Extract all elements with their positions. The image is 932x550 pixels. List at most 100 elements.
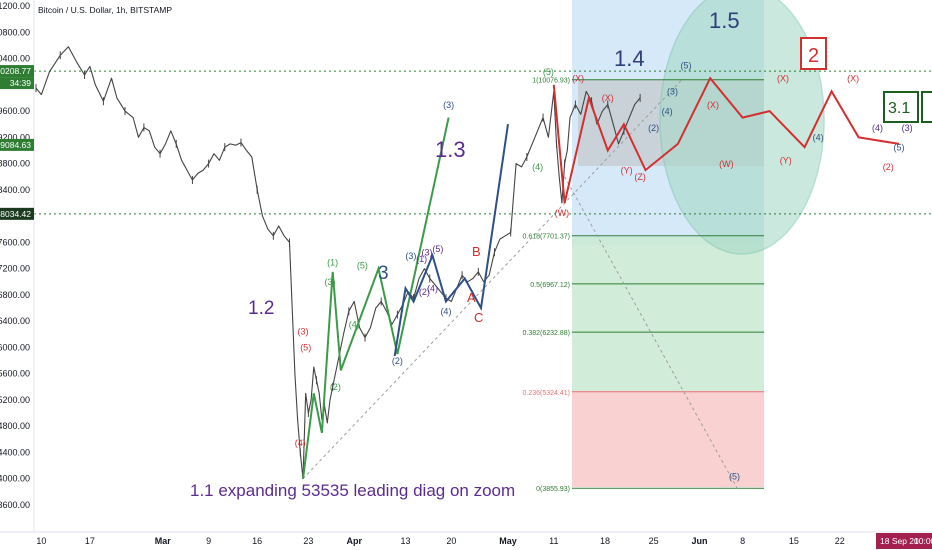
price-tick: 6400.00 bbox=[0, 316, 30, 326]
date-badge-time: 10:00 bbox=[914, 536, 932, 546]
price-tag: 34:39 bbox=[10, 78, 32, 88]
wave-mark-navy: (5) bbox=[894, 142, 905, 152]
price-tick: 10800.00 bbox=[0, 27, 30, 37]
price-tag-bg bbox=[0, 77, 34, 90]
fib-label-0.382: 0.382(6232.88) bbox=[523, 330, 570, 337]
fib-zone-red bbox=[572, 391, 764, 487]
date-badge bbox=[876, 533, 932, 549]
wave-mark-purple: (3) bbox=[422, 248, 433, 258]
wave-mark-navy: (3) bbox=[443, 100, 454, 110]
wave-mark-red: (3) bbox=[298, 326, 309, 336]
fib-zone-green bbox=[572, 237, 764, 391]
wave-mark-navy: (5) bbox=[729, 471, 740, 481]
time-tick: 15 bbox=[789, 536, 799, 546]
time-tick: May bbox=[499, 536, 517, 546]
wave-line-green bbox=[302, 117, 450, 479]
annotation-1-5: 1.5 bbox=[709, 8, 740, 33]
wave-mark-red: (2) bbox=[883, 162, 894, 172]
time-axis-background bbox=[0, 532, 932, 550]
time-tick: 22 bbox=[835, 536, 845, 546]
wave-mark-red: (X) bbox=[602, 93, 614, 103]
date-badge-date: 18 Sep 20 bbox=[880, 536, 919, 546]
price-axis: 11200.00 10800.00 10400.00 9600.00 9200.00 88… bbox=[0, 0, 35, 532]
time-axis: 18 Sep 20 10:00 10 17 Mar 9 16 23 Apr 13 20 May 11… bbox=[0, 531, 932, 550]
fib-label-0: 0(3855.93) bbox=[536, 486, 570, 493]
annotation-1-3: 1.3 bbox=[435, 137, 466, 162]
fib-label-0.618: 0.618(7701.37) bbox=[523, 234, 570, 241]
wave-mark-navy: (5) bbox=[680, 60, 691, 70]
annotation-3-1-box: 3.1 bbox=[888, 100, 910, 117]
price-tick: 7200.00 bbox=[0, 264, 30, 274]
price-tick: 9200.00 bbox=[0, 132, 30, 142]
wave-mark-green: (2) bbox=[330, 382, 341, 392]
wave-mark-green: (1) bbox=[327, 257, 338, 267]
chart-title: Bitcoin / U.S. Dollar, 1h, BITSTAMP bbox=[38, 5, 172, 15]
wave-mark-red: (4) bbox=[295, 438, 306, 448]
wave-mark-green: (3) bbox=[324, 277, 335, 287]
time-tick: 20 bbox=[446, 536, 456, 546]
time-tick: Mar bbox=[155, 536, 172, 546]
wave-mark-purple: (4) bbox=[872, 123, 883, 133]
annotation-2-box: 2 bbox=[808, 45, 819, 67]
wave-1-5-circle bbox=[659, 0, 825, 255]
price-tick: 11200.00 bbox=[0, 1, 30, 11]
wave-mark-red: (X) bbox=[707, 100, 719, 110]
price-tick: 3600.00 bbox=[0, 500, 30, 510]
time-tick: 11 bbox=[549, 536, 558, 546]
wave-mark-navy: (3) bbox=[667, 87, 678, 97]
wave-mark-purple: (4) bbox=[427, 284, 438, 294]
wave-mark-purple: (3) bbox=[902, 123, 913, 133]
price-tick: 6800.00 bbox=[0, 290, 30, 300]
price-tag: 8034.42 bbox=[0, 209, 31, 219]
annotations: 1.1 expanding 53535 leading diag on zoom… bbox=[190, 8, 932, 500]
annotation-c: C bbox=[474, 310, 483, 325]
wave-mark-purple: (5) bbox=[432, 244, 443, 254]
fib-zones bbox=[572, 0, 825, 487]
wave-lines bbox=[302, 76, 900, 489]
wave-mark-navy: (4) bbox=[440, 307, 451, 317]
wave-mark-navy: (2) bbox=[392, 356, 403, 366]
time-tick: Apr bbox=[346, 536, 362, 546]
price-tick: 4400.00 bbox=[0, 447, 30, 457]
annotation-1-1: 1.1 expanding 53535 leading diag on zoom bbox=[190, 481, 515, 500]
fib-label-0.236: 0.236(5324.41) bbox=[523, 390, 570, 397]
box-2-frame bbox=[800, 37, 827, 70]
wave-line-navy bbox=[393, 124, 509, 357]
wave-mark-red: (X) bbox=[777, 74, 789, 84]
price-tick: 8800.00 bbox=[0, 159, 30, 169]
time-tick: 16 bbox=[252, 536, 262, 546]
box-3-1-frame-clipped bbox=[921, 91, 932, 123]
wave-line-red bbox=[552, 76, 900, 204]
time-tick: 8 bbox=[740, 536, 745, 546]
wave-mark-green: (5) bbox=[357, 261, 368, 271]
wave-mark-green: (4) bbox=[349, 320, 360, 330]
wave-mark-red: (X) bbox=[847, 74, 859, 84]
annotation-1-4: 1.4 bbox=[614, 46, 645, 71]
time-tick: 10 bbox=[36, 536, 46, 546]
wave-mark-purple: (1) bbox=[416, 254, 427, 264]
wave-mark-navy: (2) bbox=[648, 123, 659, 133]
wave-mark-navy: (4) bbox=[813, 133, 824, 143]
wave-mark-red: (5) bbox=[300, 343, 311, 353]
time-tick: 9 bbox=[206, 536, 211, 546]
fib-label-0.5: 0.5(6967.12) bbox=[530, 282, 570, 289]
price-line bbox=[35, 46, 641, 480]
time-tick: Jun bbox=[691, 536, 707, 546]
annotation-a: A bbox=[467, 290, 476, 305]
price-tag: 10208.77 bbox=[0, 66, 31, 76]
price-tick: 5600.00 bbox=[0, 369, 30, 379]
price-tick: 6000.00 bbox=[0, 342, 30, 352]
wave-mark-red: (W) bbox=[719, 159, 734, 169]
time-tick: 17 bbox=[85, 536, 95, 546]
wave-mark-red: (Y) bbox=[780, 156, 792, 166]
wave-mark-purple: (2) bbox=[419, 287, 430, 297]
price-tag-bg bbox=[0, 65, 34, 78]
box-3-1-frame bbox=[883, 91, 919, 123]
wave-mark-red: (X) bbox=[572, 74, 584, 84]
support-dotted-line bbox=[302, 77, 684, 480]
price-tick: 8400.00 bbox=[0, 185, 30, 195]
annotation-b: B bbox=[472, 244, 481, 259]
fib-lines: 1(10076.93) 0.618(7701.37) 0.5(6967.12) 0.3… bbox=[523, 78, 764, 493]
wave-mark-navy: (4) bbox=[662, 106, 673, 116]
